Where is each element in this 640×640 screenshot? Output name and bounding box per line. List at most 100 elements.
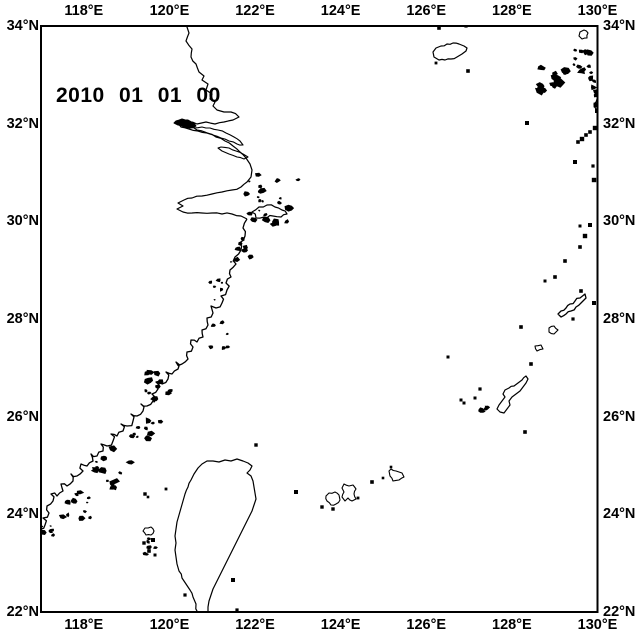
islet-dot — [459, 398, 463, 402]
islet-dot — [588, 130, 592, 134]
island-cluster-quanzhou — [74, 492, 79, 497]
island-cluster-zhoushan-scatter — [277, 200, 282, 205]
island-cluster-taizhou — [144, 389, 148, 393]
island-cluster-wenzhou-b — [212, 285, 217, 288]
island-cluster-wenzhou-b — [220, 287, 224, 292]
island-cluster-quanzhou — [82, 510, 87, 514]
islet-dot — [473, 396, 477, 400]
island-cluster-wenzhou-a — [233, 256, 241, 262]
island-cluster-quanzhou — [86, 501, 89, 504]
island-cluster-goto-edge — [591, 84, 597, 91]
islet-dot — [142, 541, 146, 545]
islet-dot — [592, 301, 596, 305]
island-cluster-zhoushan-scatter — [295, 178, 301, 182]
island-cluster-zhoushan-scatter — [263, 213, 268, 217]
lon-label-top-130: 130°E — [577, 3, 618, 19]
island-cluster-zhoushan-scatter — [258, 184, 263, 189]
island-cluster-taizhou — [157, 379, 164, 385]
islet-dots-group — [142, 26, 598, 612]
island-cluster-pingtan — [125, 460, 135, 465]
island-cluster-wenzhou-a — [230, 261, 233, 263]
island-cluster-goto — [573, 57, 578, 61]
lon-label-bottom-118: 118°E — [64, 617, 104, 633]
islet-dot — [578, 245, 582, 249]
island-cluster-fuzhou — [144, 435, 152, 442]
islet-dot — [579, 289, 583, 293]
island-cluster-goto — [573, 48, 578, 52]
island-cluster-korea-sw — [538, 87, 547, 95]
island-cluster-taizhou — [167, 389, 173, 394]
islet-dot — [553, 275, 557, 279]
lon-label-bottom-126: 126°E — [406, 617, 447, 633]
coastline-iriomote — [325, 491, 341, 506]
island-cluster-taizhou — [150, 396, 159, 402]
island-cluster-zhoushan-scatter — [278, 197, 282, 200]
lon-label-top-122: 122°E — [235, 3, 275, 19]
coastline-chongming-a — [193, 126, 244, 146]
island-cluster-zhoushan-scatter — [284, 204, 295, 212]
island-cluster-penghu-s — [146, 539, 150, 544]
island-cluster-taizhou — [153, 400, 156, 403]
island-cluster-penghu-s — [146, 545, 152, 550]
island-cluster-goto — [586, 64, 591, 68]
islet-dot — [434, 61, 438, 65]
island-cluster-quanzhou — [66, 512, 70, 518]
island-cluster-fuzhou — [146, 430, 156, 437]
island-cluster-wenzhou-b — [213, 299, 216, 301]
island-cluster-kerama — [484, 405, 490, 410]
island-cluster-wenzhou-b — [208, 280, 213, 284]
island-cluster-zhoushan-scatter — [255, 172, 262, 177]
island-cluster-zhoushan-scatter — [261, 200, 264, 203]
island-cluster-zhoushan-scatter — [261, 216, 271, 223]
islet-dot — [183, 593, 187, 597]
island-cluster-corner — [50, 528, 54, 532]
coastline-penghu-ring — [142, 526, 155, 536]
lat-label-right-32: 32°N — [603, 115, 636, 132]
island-cluster-korea-sw — [560, 67, 571, 75]
island-cluster-wenzhou-c — [225, 332, 229, 336]
island-cluster-korea-sw — [563, 71, 568, 75]
island-cluster-penghu-s — [146, 537, 152, 541]
islet-dot — [356, 496, 360, 500]
coastline-miyako — [388, 468, 405, 482]
island-cluster-korea-sw — [552, 85, 557, 89]
islet-dot — [563, 259, 567, 263]
islet-dot — [143, 492, 147, 496]
island-cluster-fuzhou — [157, 419, 164, 424]
lat-label-left-34: 34°N — [6, 18, 39, 34]
lon-label-top-118: 118°E — [64, 3, 104, 19]
island-cluster-quanzhou — [70, 498, 78, 504]
island-cluster-pingtan — [91, 467, 101, 473]
island-cluster-korea-sw — [553, 77, 566, 88]
coastline-taiwan — [174, 458, 257, 612]
island-cluster-zhoushan-scatter — [284, 219, 290, 224]
island-cluster-wenzhou-c — [208, 345, 214, 350]
island-cluster-zhoushan-scatter — [248, 180, 251, 183]
island-cluster-wenzhou-b — [220, 281, 224, 284]
islet-dot — [588, 223, 592, 227]
lon-label-top-120: 120°E — [149, 3, 190, 19]
island-cluster-zhoushan-scatter — [274, 178, 281, 183]
island-cluster-goto — [589, 71, 594, 74]
islet-dot — [294, 490, 298, 494]
island-cluster-fuzhou — [135, 435, 139, 438]
island-cluster-pingtan — [105, 479, 110, 483]
island-cluster-goto — [586, 49, 594, 56]
island-cluster-wenzhou-a — [247, 254, 254, 260]
island-cluster-penghu-s — [153, 546, 158, 549]
island-clusters-group — [41, 48, 598, 556]
islet-dot — [478, 387, 482, 391]
islet-dot — [389, 465, 393, 469]
island-cluster-wenzhou-a — [238, 241, 243, 246]
island-cluster-corner — [51, 533, 56, 537]
coastline-yangtze-river-blob — [173, 118, 197, 129]
island-cluster-wenzhou-a — [240, 236, 245, 241]
islet-dot — [593, 102, 598, 108]
island-cluster-korea-sw — [537, 64, 546, 71]
lat-label-right-26: 26°N — [603, 408, 636, 425]
island-cluster-fuzhou — [143, 426, 148, 431]
islet-dot — [231, 578, 235, 582]
lat-label-right-34: 34°N — [603, 18, 636, 34]
island-cluster-wenzhou-c — [211, 325, 213, 327]
lat-label-right-24: 24°N — [603, 506, 636, 523]
